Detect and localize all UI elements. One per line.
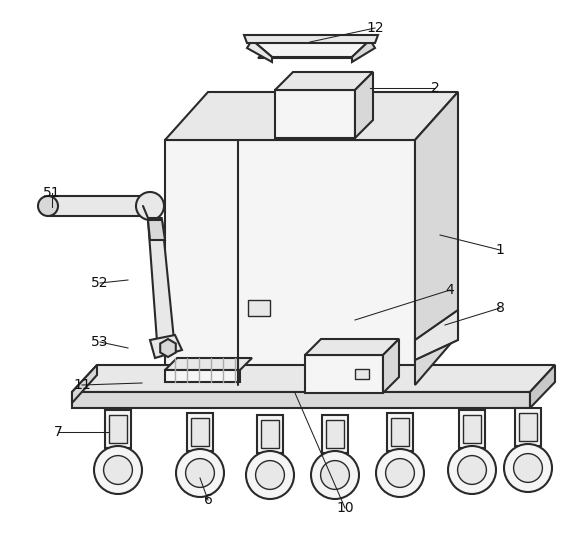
- Polygon shape: [165, 140, 415, 385]
- Bar: [508, 468, 548, 478]
- Polygon shape: [165, 370, 240, 382]
- Text: 8: 8: [495, 301, 505, 315]
- Bar: [355, 369, 369, 379]
- Polygon shape: [72, 365, 555, 392]
- Bar: [515, 408, 541, 446]
- Polygon shape: [247, 40, 272, 62]
- Bar: [248, 300, 270, 316]
- Polygon shape: [150, 335, 182, 358]
- Ellipse shape: [103, 455, 132, 485]
- Polygon shape: [244, 35, 378, 43]
- Text: 6: 6: [203, 493, 213, 507]
- Bar: [519, 413, 537, 441]
- Ellipse shape: [376, 449, 424, 497]
- Bar: [452, 470, 492, 480]
- Bar: [191, 418, 209, 446]
- Bar: [48, 196, 148, 216]
- Bar: [257, 415, 283, 453]
- Text: 52: 52: [91, 276, 109, 290]
- Text: 12: 12: [366, 21, 384, 35]
- Text: 51: 51: [43, 186, 61, 200]
- Ellipse shape: [136, 192, 164, 220]
- Text: 10: 10: [336, 501, 354, 515]
- Bar: [391, 418, 409, 446]
- Text: 1: 1: [495, 243, 505, 257]
- Polygon shape: [275, 72, 373, 90]
- Polygon shape: [252, 40, 370, 57]
- Bar: [387, 413, 413, 451]
- Ellipse shape: [321, 460, 349, 490]
- Polygon shape: [148, 220, 165, 240]
- Text: 11: 11: [73, 378, 91, 392]
- Ellipse shape: [186, 459, 214, 487]
- Bar: [187, 413, 213, 451]
- Polygon shape: [72, 392, 530, 408]
- Bar: [261, 420, 279, 448]
- Polygon shape: [165, 92, 458, 140]
- Polygon shape: [165, 358, 252, 370]
- Ellipse shape: [386, 459, 414, 487]
- Ellipse shape: [255, 460, 284, 490]
- Bar: [380, 473, 420, 483]
- Polygon shape: [148, 220, 175, 355]
- Bar: [98, 470, 138, 480]
- Polygon shape: [415, 92, 458, 385]
- Bar: [459, 410, 485, 448]
- Bar: [315, 475, 355, 485]
- Polygon shape: [258, 46, 373, 58]
- Bar: [180, 473, 220, 483]
- Bar: [105, 410, 131, 448]
- Ellipse shape: [504, 444, 552, 492]
- Bar: [305, 355, 383, 393]
- Ellipse shape: [38, 196, 58, 216]
- Ellipse shape: [246, 451, 294, 499]
- Bar: [275, 90, 355, 138]
- Ellipse shape: [140, 196, 156, 216]
- Polygon shape: [72, 365, 97, 403]
- Text: 2: 2: [431, 81, 439, 95]
- Ellipse shape: [448, 446, 496, 494]
- Ellipse shape: [311, 451, 359, 499]
- Ellipse shape: [176, 449, 224, 497]
- Bar: [250, 475, 290, 485]
- Text: 53: 53: [91, 335, 109, 349]
- Polygon shape: [160, 339, 176, 357]
- Polygon shape: [530, 365, 555, 408]
- Polygon shape: [383, 339, 399, 393]
- Bar: [322, 415, 348, 453]
- Polygon shape: [355, 72, 373, 138]
- Bar: [326, 420, 344, 448]
- Polygon shape: [415, 310, 458, 360]
- Polygon shape: [305, 339, 399, 355]
- Text: 4: 4: [446, 283, 454, 297]
- Text: 7: 7: [54, 425, 62, 439]
- Polygon shape: [352, 40, 375, 62]
- Bar: [109, 415, 127, 443]
- Bar: [463, 415, 481, 443]
- Ellipse shape: [458, 455, 487, 485]
- Ellipse shape: [514, 454, 542, 482]
- Ellipse shape: [94, 446, 142, 494]
